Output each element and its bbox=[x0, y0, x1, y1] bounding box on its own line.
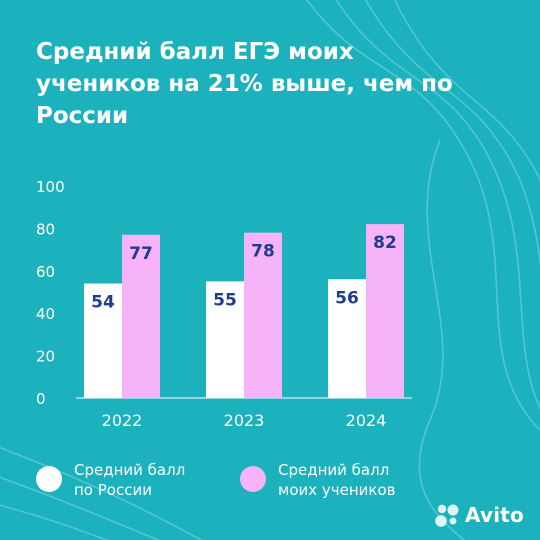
bar bbox=[366, 224, 404, 398]
x-tick-label: 2023 bbox=[224, 411, 265, 430]
avito-brand-text: Avito bbox=[465, 503, 524, 527]
bar-value-label: 77 bbox=[129, 244, 153, 264]
avito-watermark: Avito bbox=[434, 502, 524, 528]
bar-value-label: 55 bbox=[213, 290, 237, 310]
y-tick-label: 60 bbox=[36, 263, 55, 281]
bar-value-label: 78 bbox=[251, 242, 275, 262]
legend-swatch-russia bbox=[36, 466, 62, 492]
bar-value-label: 54 bbox=[91, 293, 115, 313]
legend-label-russia: Средний балл по России bbox=[74, 460, 224, 500]
bar bbox=[84, 283, 122, 398]
legend-item-mine: Средний балл моих учеников bbox=[240, 460, 428, 500]
legend-label-line: моих учеников bbox=[278, 481, 396, 499]
legend-item-russia: Средний балл по России bbox=[36, 460, 224, 500]
legend-label-line: по России bbox=[74, 481, 152, 499]
legend-label-mine: Средний балл моих учеников bbox=[278, 460, 428, 500]
legend-swatch-mine bbox=[240, 466, 266, 492]
legend-label-line: Средний балл bbox=[74, 461, 186, 479]
x-tick-label: 2022 bbox=[102, 411, 143, 430]
bar-value-label: 82 bbox=[373, 233, 397, 253]
bar bbox=[122, 234, 160, 398]
x-tick-label: 2024 bbox=[346, 411, 387, 430]
y-tick-label: 0 bbox=[36, 390, 46, 408]
bar bbox=[244, 232, 282, 398]
bar bbox=[328, 279, 366, 398]
bar bbox=[206, 281, 244, 398]
bar-value-label: 56 bbox=[335, 288, 359, 308]
legend-label-line: Средний балл bbox=[278, 461, 390, 479]
page-title: Средний балл ЕГЭ моих учеников на 21% вы… bbox=[36, 39, 453, 129]
y-tick-label: 80 bbox=[36, 220, 55, 238]
avito-dots-icon bbox=[435, 504, 459, 527]
y-tick-label: 100 bbox=[36, 178, 65, 196]
y-tick-label: 20 bbox=[36, 348, 55, 366]
y-tick-label: 40 bbox=[36, 305, 55, 323]
legend: Средний балл по России Средний балл моих… bbox=[36, 460, 516, 510]
